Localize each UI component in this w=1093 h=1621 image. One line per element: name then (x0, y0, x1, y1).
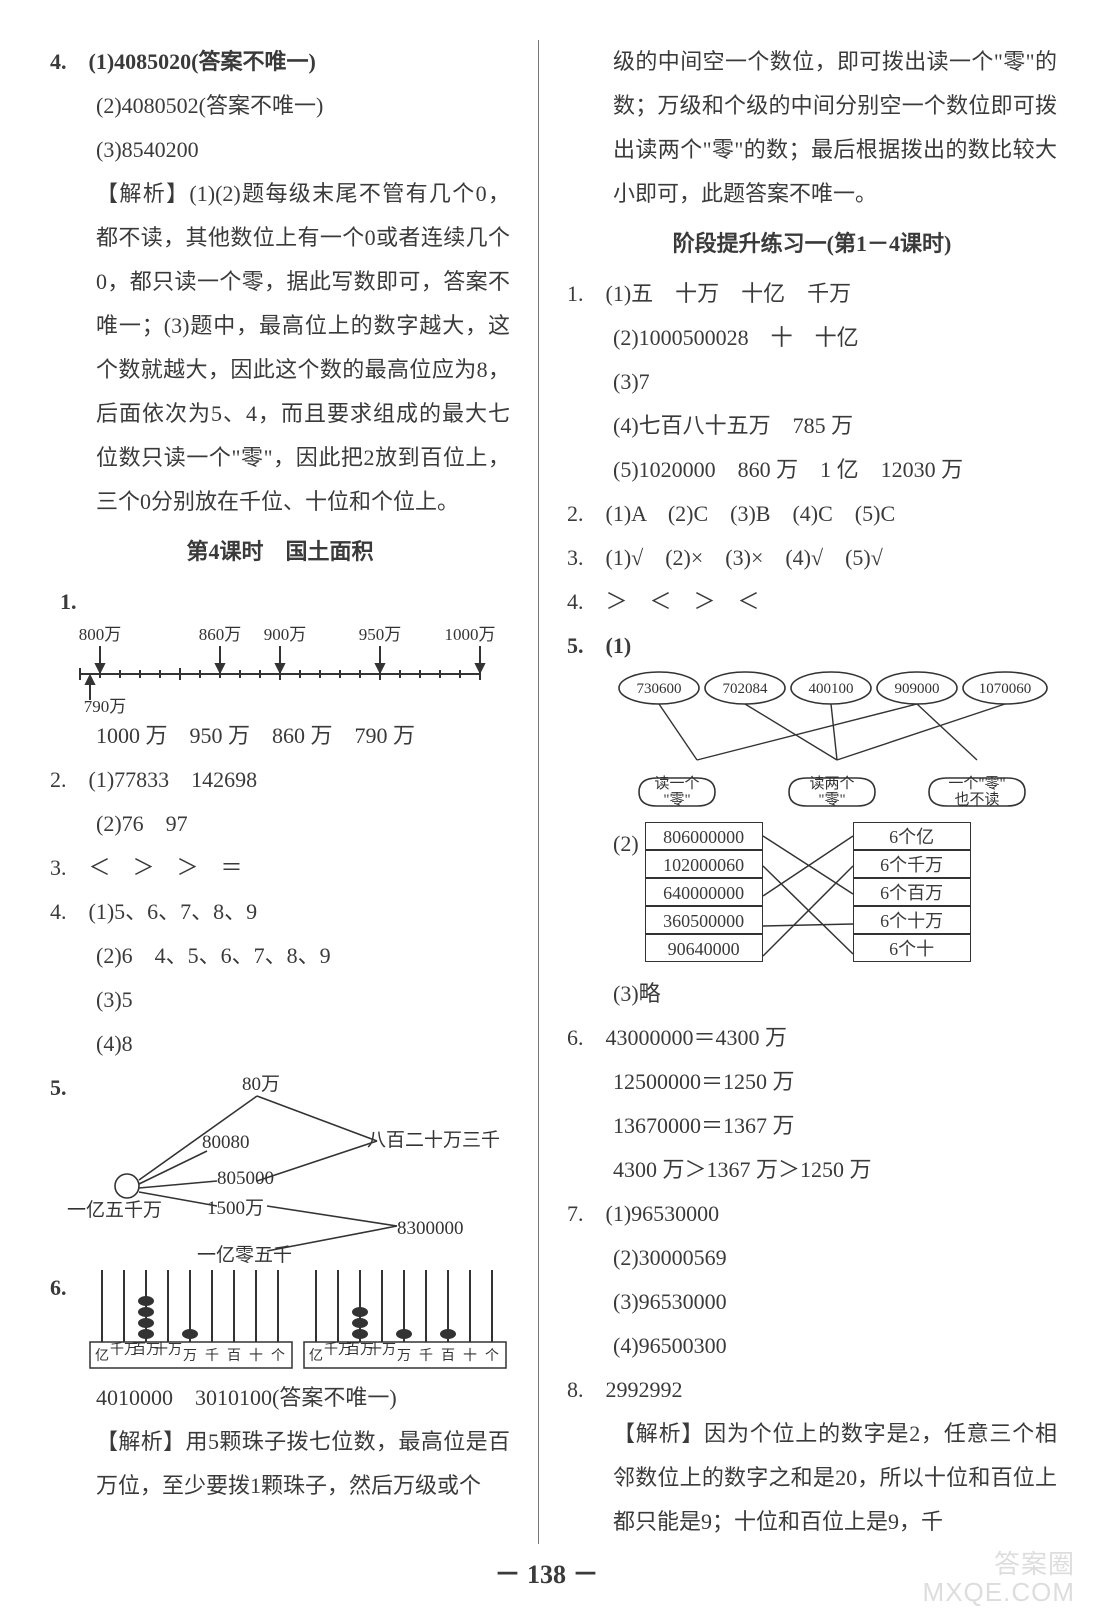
svg-text:80080: 80080 (202, 1132, 250, 1153)
q1-ans: 1000 万 950 万 860 万 790 万 (50, 714, 510, 758)
svg-text:800万: 800万 (79, 625, 122, 644)
r-q1-5: (5)1020000 860 万 1 亿 12030 万 (567, 448, 1057, 492)
svg-text:790万: 790万 (84, 697, 127, 714)
r-q1-3: (3)7 (567, 360, 1057, 404)
svg-text:一亿五千万: 一亿五千万 (67, 1199, 162, 1221)
svg-text:亿: 亿 (95, 1348, 109, 1364)
r-q6-2: 12500000＝1250 万 (567, 1060, 1057, 1104)
svg-text:805000: 805000 (217, 1168, 274, 1189)
r-q5: 5. (1) 730600 702084 400100 909000 10700… (567, 624, 1057, 1016)
q5-svg: 80万 80080 805000 1500万 八百二十万三千 8300000 一… (67, 1066, 507, 1266)
bubble-svg: 730600 702084 400100 909000 1070060 读一个"… (617, 668, 1057, 818)
r-q7-1: 7. (1)96530000 (567, 1192, 1057, 1236)
svg-text:读两个: 读两个 (809, 775, 854, 792)
q6-exp: 【解析】用5颗珠子拨七位数，最高位是百万位，至少要拨1颗珠子，然后万级或个 (50, 1420, 510, 1508)
r-q8-1: 8. 2992992 (567, 1368, 1057, 1412)
r-cont: 级的中间空一个数位，即可拨出读一个"零"的数；万级和个级的中间分别空一个数位即可… (567, 40, 1057, 216)
r-q6-4: 4300 万＞1367 万＞1250 万 (567, 1148, 1057, 1192)
q5-diagram: 5. 80万 80080 805000 1500万 八百二十万三千 830000… (50, 1066, 510, 1266)
r-q7-2: (2)30000569 (567, 1236, 1057, 1280)
q1-numberline: 1. 800万 860万 900万 950万 1000万 790万 (50, 580, 510, 714)
svg-text:"零": "零" (663, 792, 690, 808)
svg-text:百: 百 (441, 1348, 455, 1364)
svg-text:702084: 702084 (723, 681, 769, 697)
q4b-2: (2)6 4、5、6、7、8、9 (50, 934, 510, 978)
svg-text:百: 百 (227, 1348, 241, 1364)
q4-2: (2)4080502(答案不唯一) (50, 84, 510, 128)
svg-text:950万: 950万 (359, 625, 402, 644)
r-q6-1: 6. 43000000＝4300 万 (567, 1016, 1057, 1060)
q4-exp: 【解析】(1)(2)题每级末尾不管有几个0，都不读，其他数位上有一个0或者连续几… (50, 172, 510, 524)
svg-text:400100: 400100 (809, 681, 854, 697)
q4b-1: 4. (1)5、6、7、8、9 (50, 890, 510, 934)
svg-text:1500万: 1500万 (207, 1198, 264, 1219)
svg-text:也不读: 也不读 (954, 791, 999, 808)
svg-text:个: 个 (271, 1348, 285, 1364)
svg-text:读一个: 读一个 (654, 775, 699, 792)
svg-text:八百二十万三千: 八百二十万三千 (367, 1129, 500, 1151)
match-lines (763, 822, 853, 972)
svg-text:万: 万 (183, 1349, 197, 1364)
r-q7-3: (3)96530000 (567, 1280, 1057, 1324)
numberline-svg: 800万 860万 900万 950万 1000万 790万 (60, 624, 500, 714)
q2-2: (2)76 97 (50, 802, 510, 846)
svg-text:千: 千 (205, 1348, 219, 1364)
svg-text:十万: 十万 (368, 1342, 396, 1358)
svg-text:万: 万 (397, 1349, 411, 1364)
svg-text:一亿零五千: 一亿零五千 (197, 1244, 292, 1266)
r-q2: 2. (1)A (2)C (3)B (4)C (5)C (567, 492, 1057, 536)
r-q5-3: (3)略 (567, 972, 1057, 1016)
svg-text:8300000: 8300000 (397, 1218, 464, 1239)
r-q4: 4. ＞ ＜ ＞ ＜ (567, 580, 1057, 624)
svg-text:900万: 900万 (264, 625, 307, 644)
stage-title: 阶段提升练习一(第1－4课时) (567, 222, 1057, 266)
abacus-left: 亿 千万 百万 十万 万 千 百 十 个 (86, 1266, 296, 1376)
q2-1: 2. (1)77833 142698 (50, 758, 510, 802)
q4-3: (3)8540200 (50, 128, 510, 172)
page-footer: － 138 － (50, 1554, 1043, 1591)
svg-text:亿: 亿 (309, 1348, 323, 1364)
q3: 3. ＜ ＞ ＞ ＝ (50, 846, 510, 890)
svg-text:一个"零": 一个"零" (948, 775, 1005, 792)
svg-text:千: 千 (419, 1348, 433, 1364)
svg-text:1070060: 1070060 (979, 681, 1032, 697)
match-right-col: 6个亿 6个千万 6个百万 6个十万 6个十 (853, 822, 971, 972)
r-q1-4: (4)七百八十五万 785 万 (567, 404, 1057, 448)
svg-text:个: 个 (485, 1348, 499, 1364)
svg-text:十: 十 (463, 1348, 477, 1364)
r-q3: 3. (1)√ (2)× (3)× (4)√ (5)√ (567, 536, 1057, 580)
svg-text:1000万: 1000万 (445, 625, 496, 644)
svg-text:860万: 860万 (199, 625, 242, 644)
r-q6-3: 13670000＝1367 万 (567, 1104, 1057, 1148)
r-q7-4: (4)96500300 (567, 1324, 1057, 1368)
svg-text:909000: 909000 (895, 681, 940, 697)
right-column: 级的中间空一个数位，即可拨出读一个"零"的数；万级和个级的中间分别空一个数位即可… (539, 40, 1057, 1544)
abacus-right: 亿 千万 百万 十万 万 千 百 十 个 (300, 1266, 510, 1376)
q6-abacus: 6. 亿 千万 百万 十万 万 千 百 十 个 (50, 1266, 510, 1376)
svg-text:730600: 730600 (637, 681, 682, 697)
match-left-col: 806000000 102000060 640000000 360500000 … (645, 822, 763, 972)
match-prefix: (2) (613, 822, 639, 866)
svg-text:80万: 80万 (242, 1074, 280, 1095)
q6-ans: 4010000 3010100(答案不唯一) (50, 1376, 510, 1420)
svg-text:十万: 十万 (154, 1342, 182, 1358)
lesson4-title: 第4课时 国土面积 (50, 530, 510, 574)
q4b-3: (3)5 (50, 978, 510, 1022)
svg-text:十: 十 (249, 1348, 263, 1364)
q4b-4: (4)8 (50, 1022, 510, 1066)
q4-1: 4. (1)4085020(答案不唯一) (50, 40, 510, 84)
left-column: 4. (1)4085020(答案不唯一) (2)4080502(答案不唯一) (… (50, 40, 539, 1544)
r-q1-1: 1. (1)五 十万 十亿 千万 (567, 272, 1057, 316)
svg-text:"零": "零" (818, 792, 845, 808)
r-q1-2: (2)1000500028 十 十亿 (567, 316, 1057, 360)
watermark: 答案圈 MXQE.COM (923, 1550, 1075, 1607)
r-q8-exp: 【解析】因为个位上的数字是2，任意三个相邻数位上的数字之和是20，所以十位和百位… (567, 1412, 1057, 1544)
